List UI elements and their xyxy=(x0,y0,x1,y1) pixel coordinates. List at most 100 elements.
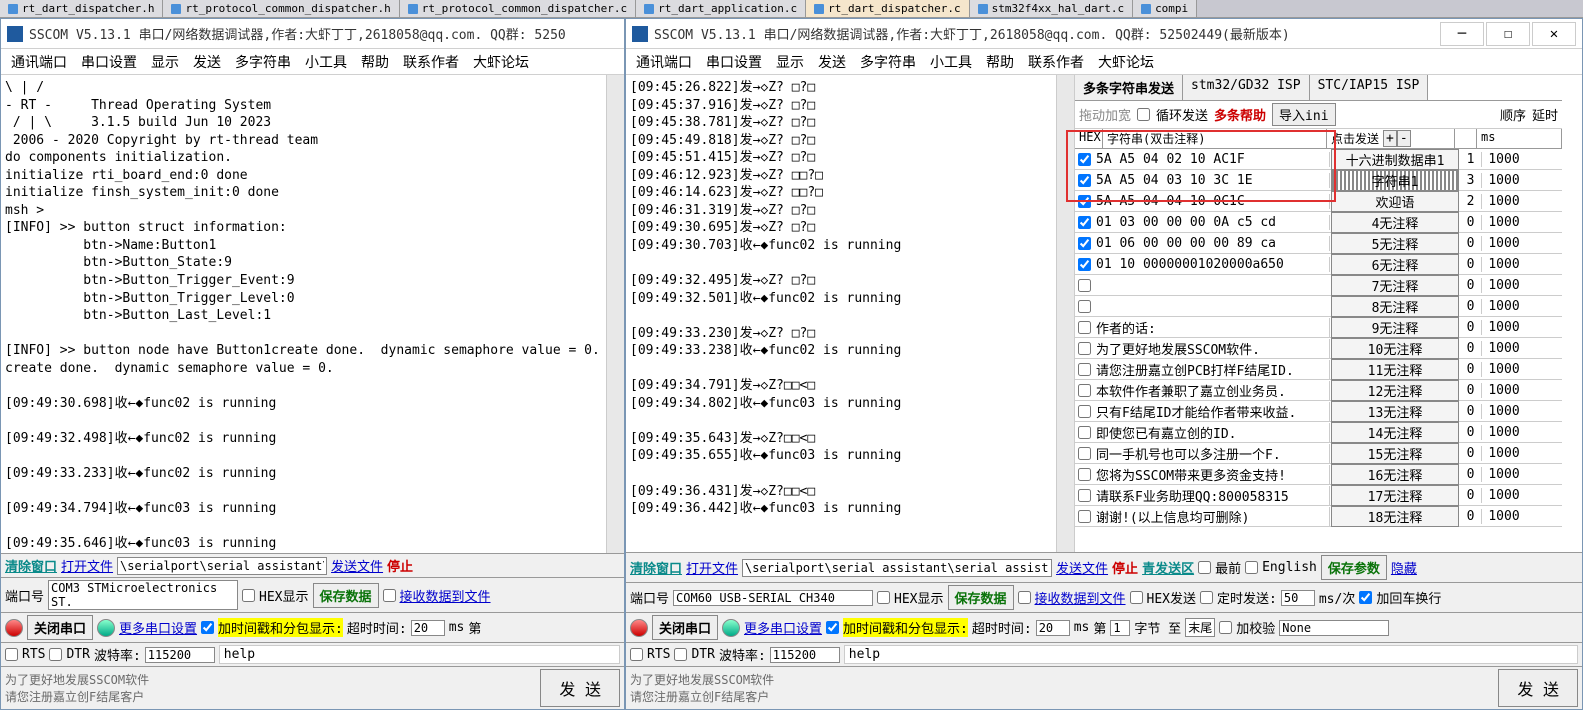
hex-string-cell[interactable]: 即使您已有嘉立创的ID. xyxy=(1094,423,1330,442)
ms-cell[interactable]: 1000 xyxy=(1482,362,1526,377)
send-button[interactable]: 发 送 xyxy=(1498,669,1578,707)
clear-button[interactable]: 清除窗口 xyxy=(630,558,682,577)
ms-cell[interactable]: 1000 xyxy=(1482,341,1526,356)
timestamp-checkbox[interactable] xyxy=(201,621,214,634)
ms-cell[interactable]: 1000 xyxy=(1482,425,1526,440)
hex-string-cell[interactable]: 作者的话: xyxy=(1094,318,1330,337)
hex-row-checkbox[interactable] xyxy=(1078,510,1091,523)
menu-item[interactable]: 小工具 xyxy=(301,50,351,74)
ms-cell[interactable]: 1000 xyxy=(1482,320,1526,335)
send-note-button[interactable]: 8无注释 xyxy=(1331,296,1459,317)
clear-button[interactable]: 清除窗口 xyxy=(5,556,57,575)
menu-item[interactable]: 显示 xyxy=(147,50,183,74)
editor-tab[interactable]: compi xyxy=(1133,0,1197,17)
send-input[interactable]: help xyxy=(844,645,1578,664)
seq-cell[interactable]: 3 xyxy=(1460,173,1482,188)
menu-item[interactable]: 通讯端口 xyxy=(7,50,71,74)
open-file-button[interactable]: 打开文件 xyxy=(61,556,113,575)
hex-row-checkbox[interactable] xyxy=(1078,426,1091,439)
editor-tab[interactable]: rt_protocol_common_dispatcher.h xyxy=(163,0,399,17)
ms-cell[interactable]: 1000 xyxy=(1482,236,1526,251)
timed-send-checkbox[interactable] xyxy=(1200,591,1213,604)
hex-display-checkbox[interactable] xyxy=(877,591,890,604)
seq-cell[interactable]: 0 xyxy=(1460,278,1482,293)
ms-cell[interactable]: 1000 xyxy=(1482,215,1526,230)
hex-string-cell[interactable]: 为了更好地发展SSCOM软件. xyxy=(1094,339,1330,358)
hex-row-checkbox[interactable] xyxy=(1078,342,1091,355)
hex-row-checkbox[interactable] xyxy=(1078,258,1091,271)
send-note-button[interactable]: 十六进制数据串1 xyxy=(1331,149,1459,170)
seq-cell[interactable]: 0 xyxy=(1460,257,1482,272)
hex-send-checkbox[interactable] xyxy=(1130,591,1143,604)
port-select[interactable]: COM3 STMicroelectronics ST. xyxy=(48,580,238,610)
crlf-checkbox[interactable] xyxy=(1359,591,1372,604)
minimize-button[interactable]: ─ xyxy=(1440,22,1484,46)
import-ini-button[interactable]: 导入ini xyxy=(1272,103,1335,126)
menu-item[interactable]: 发送 xyxy=(814,50,850,74)
seq-cell[interactable]: 0 xyxy=(1460,236,1482,251)
rts-checkbox[interactable] xyxy=(5,648,18,661)
menu-item[interactable]: 大虾论坛 xyxy=(469,50,533,74)
seq-cell[interactable]: 0 xyxy=(1460,383,1482,398)
more-port-button[interactable]: 更多串口设置 xyxy=(119,618,197,637)
stop-button[interactable]: 停止 xyxy=(387,556,413,575)
menu-item[interactable]: 通讯端口 xyxy=(632,50,696,74)
checksum-select[interactable]: None xyxy=(1279,620,1389,636)
send-note-button[interactable]: 6无注释 xyxy=(1331,254,1459,275)
file-path-input[interactable] xyxy=(742,559,1052,577)
editor-tab[interactable]: stm32f4xx_hal_dart.c xyxy=(970,0,1133,17)
side-panel-tab[interactable]: STC/IAP15 ISP xyxy=(1310,75,1429,100)
menu-item[interactable]: 多字符串 xyxy=(856,50,920,74)
send-note-button[interactable]: 16无注释 xyxy=(1331,464,1459,485)
ms-cell[interactable]: 1000 xyxy=(1482,404,1526,419)
send-note-button[interactable]: 14无注释 xyxy=(1331,422,1459,443)
timed-send-input[interactable] xyxy=(1281,590,1315,606)
refresh-icon[interactable] xyxy=(722,619,740,637)
recv-file-checkbox[interactable] xyxy=(1018,591,1031,604)
timestamp-checkbox[interactable] xyxy=(826,621,839,634)
multi-help-link[interactable]: 多条帮助 xyxy=(1214,105,1266,124)
editor-tab[interactable]: rt_protocol_common_dispatcher.c xyxy=(400,0,636,17)
stop-button[interactable]: 停止 xyxy=(1112,558,1138,577)
menu-item[interactable]: 帮助 xyxy=(357,50,393,74)
close-port-button[interactable]: 关闭串口 xyxy=(27,615,93,640)
hex-row-checkbox[interactable] xyxy=(1078,447,1091,460)
hex-row-checkbox[interactable] xyxy=(1078,300,1091,313)
send-note-button[interactable]: 15无注释 xyxy=(1331,443,1459,464)
seq-cell[interactable]: 0 xyxy=(1460,425,1482,440)
ms-cell[interactable]: 1000 xyxy=(1482,299,1526,314)
hex-string-cell[interactable]: 5A A5 04 04 10 0C1C xyxy=(1094,194,1330,209)
timeout-input[interactable] xyxy=(411,620,445,636)
save-data-button[interactable]: 保存数据 xyxy=(948,585,1014,610)
save-data-button[interactable]: 保存数据 xyxy=(313,583,379,608)
maximize-button[interactable]: ☐ xyxy=(1486,22,1530,46)
hide-button[interactable]: 隐藏 xyxy=(1391,558,1417,577)
ms-cell[interactable]: 1000 xyxy=(1482,488,1526,503)
editor-tab[interactable]: rt_dart_dispatcher.c xyxy=(806,0,969,17)
ms-cell[interactable]: 1000 xyxy=(1482,446,1526,461)
hex-string-cell[interactable]: 谢谢!(以上信息均可删除) xyxy=(1094,507,1330,526)
send-area-button[interactable]: 青发送区 xyxy=(1142,558,1194,577)
seq-cell[interactable]: 0 xyxy=(1460,215,1482,230)
ms-cell[interactable]: 1000 xyxy=(1482,257,1526,272)
editor-tab[interactable]: rt_dart_application.c xyxy=(636,0,806,17)
send-note-button[interactable]: 11无注释 xyxy=(1331,359,1459,380)
open-file-button[interactable]: 打开文件 xyxy=(686,558,738,577)
hex-row-checkbox[interactable] xyxy=(1078,237,1091,250)
seq-cell[interactable]: 0 xyxy=(1460,299,1482,314)
hex-row-checkbox[interactable] xyxy=(1078,174,1091,187)
hex-row-checkbox[interactable] xyxy=(1078,363,1091,376)
hex-row-checkbox[interactable] xyxy=(1078,216,1091,229)
send-note-button[interactable]: 17无注释 xyxy=(1331,485,1459,506)
file-path-input[interactable] xyxy=(117,557,327,575)
menu-item[interactable]: 帮助 xyxy=(982,50,1018,74)
save-params-button[interactable]: 保存参数 xyxy=(1321,555,1387,580)
seq-cell[interactable]: 0 xyxy=(1460,404,1482,419)
hex-string-cell[interactable]: 5A A5 04 02 10 AC1F xyxy=(1094,152,1330,167)
send-file-button[interactable]: 发送文件 xyxy=(1056,558,1108,577)
scrollbar[interactable] xyxy=(1056,75,1074,552)
seq-cell[interactable]: 0 xyxy=(1460,446,1482,461)
send-note-button[interactable]: 字符串1 xyxy=(1331,170,1459,191)
send-note-button[interactable]: 4无注释 xyxy=(1331,212,1459,233)
send-note-button[interactable]: 9无注释 xyxy=(1331,317,1459,338)
